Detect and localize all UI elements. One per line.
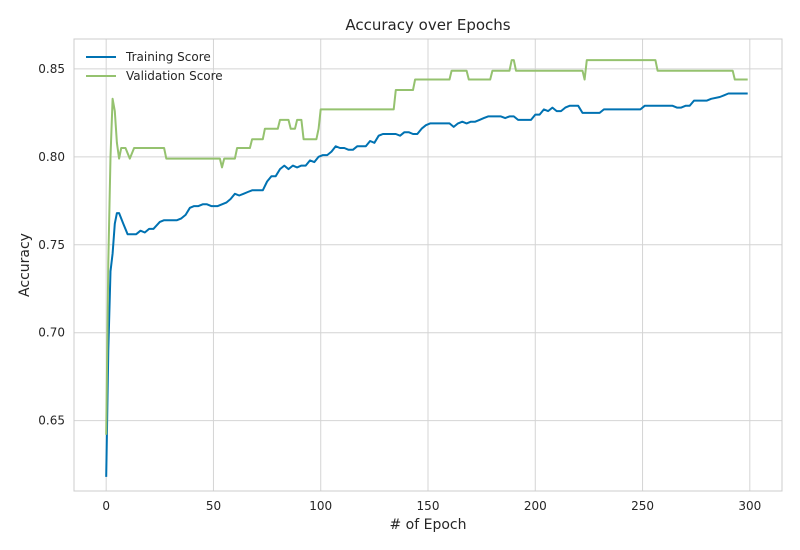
x-tick-label: 300 [738,499,761,513]
y-tick-label: 0.80 [38,150,65,164]
series-line-training-score [105,92,748,477]
legend: Training Score Validation Score [86,50,223,83]
x-tick-label: 50 [206,499,221,513]
tick-labels: 0 50 100 150 200 250 300 0.65 0.70 0.75 0.80 0.85 [38,62,761,513]
chart-title: Accuracy over Epochs [345,16,510,34]
x-tick-label: 100 [309,499,332,513]
x-tick-label: 150 [417,499,440,513]
series-line-validation-score [105,59,748,435]
legend-label: Validation Score [126,69,223,83]
y-tick-label: 0.85 [38,62,65,76]
y-tick-label: 0.65 [38,414,65,428]
x-tick-label: 250 [631,499,654,513]
legend-label: Training Score [125,50,211,64]
x-axis-label: # of Epoch [390,517,467,533]
series-lines [105,59,748,477]
y-axis-label: Accuracy [17,233,33,297]
x-tick-label: 0 [102,499,110,513]
y-tick-label: 0.75 [38,238,65,252]
y-tick-label: 0.70 [38,326,65,340]
x-tick-label: 200 [524,499,547,513]
plot-area-frame [73,38,783,492]
